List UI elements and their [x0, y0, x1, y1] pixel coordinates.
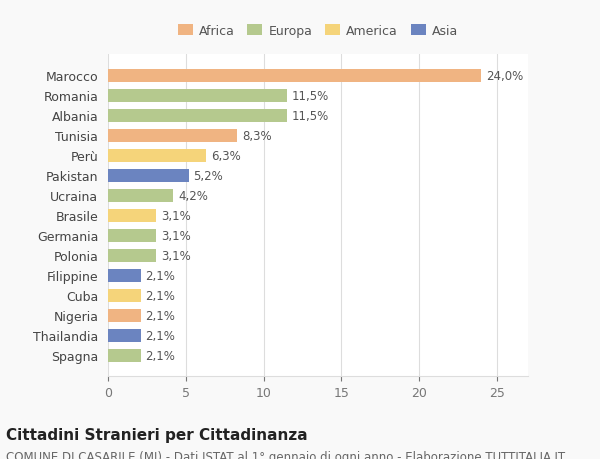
Bar — [108, 169, 189, 182]
Text: 4,2%: 4,2% — [178, 189, 208, 202]
Bar — [108, 309, 140, 322]
Bar — [108, 209, 156, 222]
Text: 3,1%: 3,1% — [161, 209, 191, 222]
Text: 2,1%: 2,1% — [145, 309, 175, 322]
Bar — [108, 229, 156, 242]
Text: 3,1%: 3,1% — [161, 249, 191, 262]
Text: 2,1%: 2,1% — [145, 289, 175, 302]
Text: 11,5%: 11,5% — [292, 110, 329, 123]
Text: 3,1%: 3,1% — [161, 229, 191, 242]
Text: 8,3%: 8,3% — [242, 129, 271, 142]
Text: 6,3%: 6,3% — [211, 150, 241, 162]
Text: 2,1%: 2,1% — [145, 269, 175, 282]
Text: 5,2%: 5,2% — [194, 169, 223, 182]
Bar — [108, 249, 156, 262]
Text: 2,1%: 2,1% — [145, 329, 175, 342]
Bar — [108, 129, 237, 142]
Bar — [108, 150, 206, 162]
Bar — [108, 329, 140, 342]
Legend: Africa, Europa, America, Asia: Africa, Europa, America, Asia — [173, 20, 463, 43]
Text: 11,5%: 11,5% — [292, 90, 329, 103]
Bar — [108, 189, 173, 202]
Bar — [108, 269, 140, 282]
Text: 24,0%: 24,0% — [486, 70, 523, 83]
Text: Cittadini Stranieri per Cittadinanza: Cittadini Stranieri per Cittadinanza — [6, 427, 308, 442]
Text: COMUNE DI CASARILE (MI) - Dati ISTAT al 1° gennaio di ogni anno - Elaborazione T: COMUNE DI CASARILE (MI) - Dati ISTAT al … — [6, 450, 565, 459]
Bar — [108, 289, 140, 302]
Bar — [108, 110, 287, 123]
Bar — [108, 90, 287, 102]
Text: 2,1%: 2,1% — [145, 349, 175, 362]
Bar — [108, 349, 140, 362]
Bar — [108, 70, 481, 83]
